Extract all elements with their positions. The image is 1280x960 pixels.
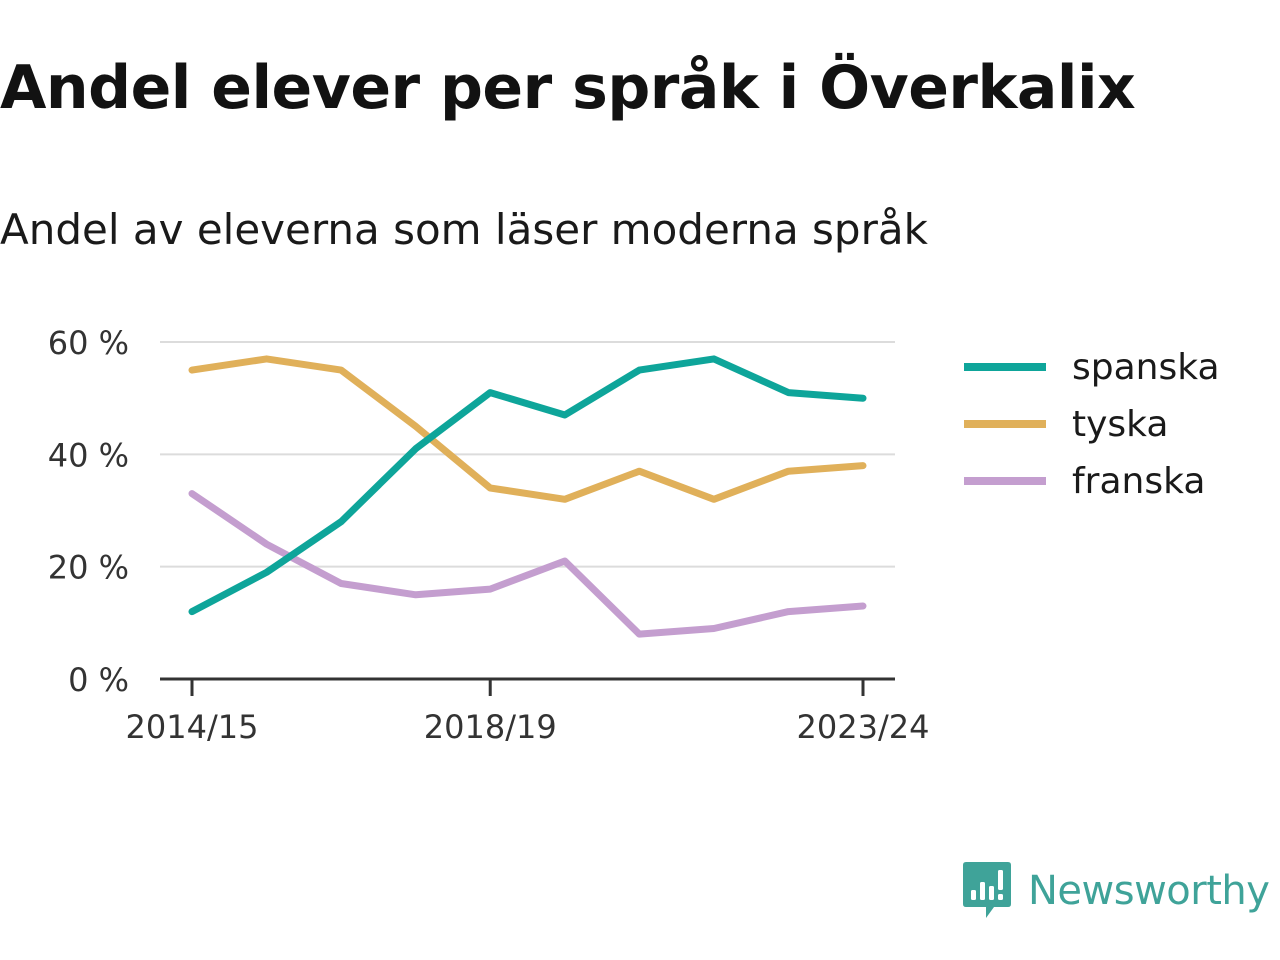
chart-subtitle: Andel av eleverna som läser moderna språ… (0, 205, 928, 254)
y-tick-label: 20 % (48, 549, 129, 587)
brand-name: Newsworthy (1028, 868, 1270, 914)
legend-label-franska: franska (1072, 461, 1205, 502)
y-tick-label: 60 % (48, 324, 129, 362)
series-line-spanska (188, 355, 867, 616)
legend: spanska tyska franska (964, 347, 1220, 502)
legend-label-spanska: spanska (1072, 347, 1220, 388)
brand-logo: Newsworthy (962, 860, 1270, 922)
series-lines (188, 355, 867, 638)
series-line-tyska (188, 355, 867, 503)
y-axis-tick-labels: 0 % 20 % 40 % 60 % (48, 324, 129, 699)
gridlines (160, 341, 895, 568)
series-line-franska (188, 490, 867, 638)
y-tick-label: 0 % (68, 661, 129, 699)
x-tick-label: 2014/15 (126, 708, 259, 746)
x-tick-label: 2023/24 (797, 708, 930, 746)
x-axis-tick-labels: 2014/15 2018/19 2023/24 (126, 708, 930, 746)
newsworthy-logo-icon (963, 862, 1011, 918)
legend-label-tyska: tyska (1072, 404, 1168, 445)
x-axis (160, 677, 895, 696)
chart-title: Andel elever per språk i Överkalix (0, 53, 1136, 123)
x-tick-label: 2018/19 (424, 708, 557, 746)
y-tick-label: 40 % (48, 436, 129, 474)
